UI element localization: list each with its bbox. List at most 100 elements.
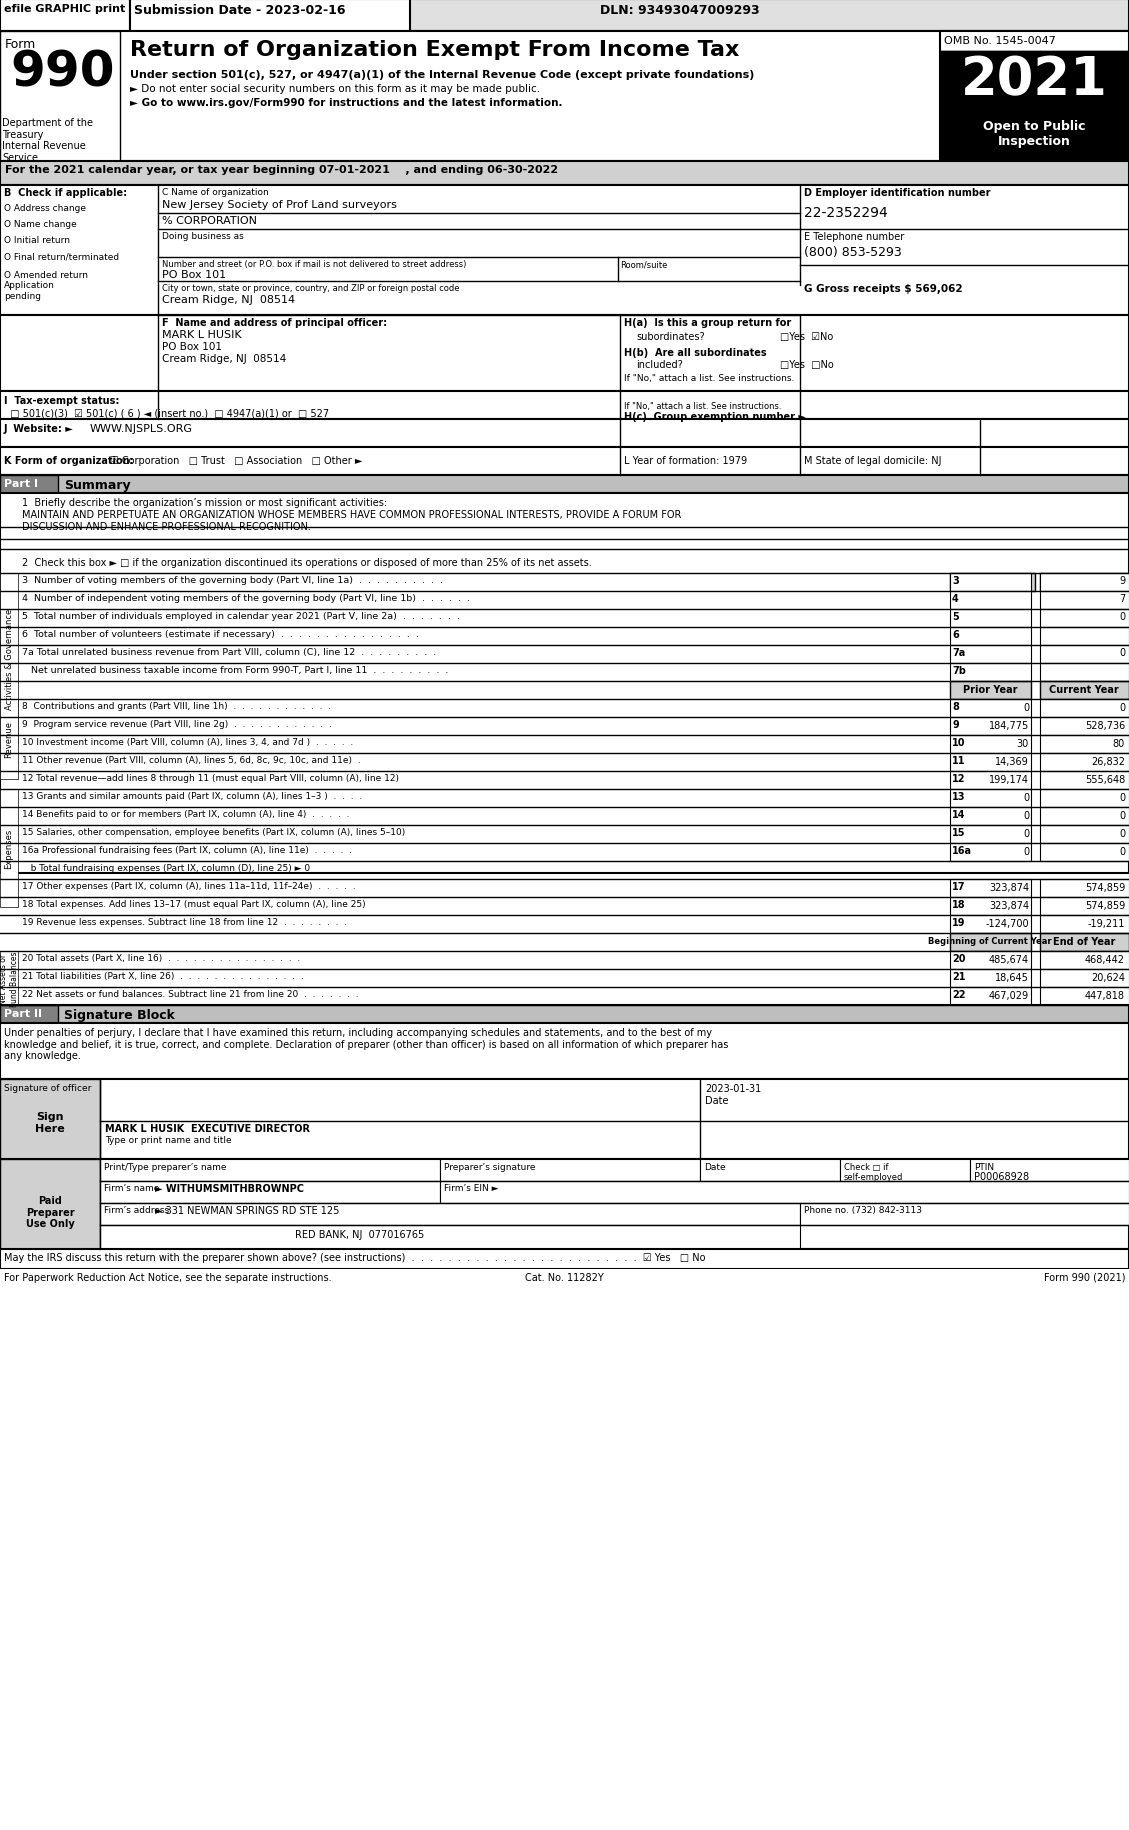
Bar [970,1160,1129,1182]
Text: Department of the
Treasury
Internal Revenue
Service: Department of the Treasury Internal Reve… [2,117,93,163]
Bar [1040,880,1129,897]
Bar [0,1080,1129,1160]
Text: included?: included? [636,361,683,370]
Text: 9  Program service revenue (Part VIII, line 2g)  .  .  .  .  .  .  .  .  .  .  .: 9 Program service revenue (Part VIII, li… [21,719,332,728]
Text: 0: 0 [1023,703,1029,712]
Text: P00068928: P00068928 [974,1171,1030,1182]
Text: □Yes  □No: □Yes □No [780,361,833,370]
Text: □ 501(c)(3)  ☑ 501(c) ( 6 ) ◄ (insert no.)  □ 4947(a)(1) or  □ 527: □ 501(c)(3) ☑ 501(c) ( 6 ) ◄ (insert no.… [5,408,330,417]
Bar [1040,736,1129,754]
Bar [0,1080,100,1160]
Text: 22: 22 [952,990,965,999]
Text: 20 Total assets (Part X, line 16)  .  .  .  .  .  .  .  .  .  .  .  .  .  .  .  : 20 Total assets (Part X, line 16) . . . … [21,953,300,963]
Text: For Paperwork Reduction Act Notice, see the separate instructions.: For Paperwork Reduction Act Notice, see … [5,1272,332,1283]
Text: O Final return/terminated: O Final return/terminated [5,253,120,262]
Text: Type or print name and title: Type or print name and title [105,1135,231,1144]
Text: Number and street (or P.O. box if mail is not delivered to street address): Number and street (or P.O. box if mail i… [161,260,466,269]
Text: PO Box 101: PO Box 101 [161,342,222,351]
Text: 14 Benefits paid to or for members (Part IX, column (A), line 4)  .  .  .  .  .: 14 Benefits paid to or for members (Part… [21,809,350,818]
Text: 12 Total revenue—add lines 8 through 11 (must equal Part VIII, column (A), line : 12 Total revenue—add lines 8 through 11 … [21,774,399,783]
Text: 0: 0 [1119,811,1124,820]
Text: 3: 3 [952,576,959,586]
Text: -124,700: -124,700 [986,919,1029,928]
Bar [0,1270,1129,1290]
Text: Paid
Preparer
Use Only: Paid Preparer Use Only [26,1195,75,1228]
Bar [1040,825,1129,844]
Text: 8  Contributions and grants (Part VIII, line 1h)  .  .  .  .  .  .  .  .  .  .  : 8 Contributions and grants (Part VIII, l… [21,701,331,710]
Text: 7b: 7b [952,666,966,675]
Text: 9: 9 [952,719,959,730]
Text: 3  Number of voting members of the governing body (Part VI, line 1a)  .  .  .  .: 3 Number of voting members of the govern… [21,576,443,584]
Text: ► Do not enter social security numbers on this form as it may be made public.: ► Do not enter social security numbers o… [130,84,540,93]
Text: 14: 14 [952,809,965,820]
Bar [0,699,18,780]
Text: 6: 6 [952,630,959,640]
Bar [1040,988,1129,1005]
Text: 1  Briefly describe the organization’s mission or most significant activities:: 1 Briefly describe the organization’s mi… [21,498,387,507]
Bar [0,476,58,494]
Bar [1040,915,1129,933]
Text: 323,874: 323,874 [989,882,1029,893]
Text: 80: 80 [1113,739,1124,748]
Text: 990: 990 [10,48,114,95]
Bar [949,591,1031,609]
Bar [440,1182,1129,1204]
Bar [1040,970,1129,988]
Bar [1040,807,1129,825]
Text: Form: Form [5,38,36,51]
Bar [0,419,1129,448]
Text: 22 Net assets or fund balances. Subtract line 21 from line 20  .  .  .  .  .  . : 22 Net assets or fund balances. Subtract… [21,990,359,999]
Text: 10 Investment income (Part VIII, column (A), lines 3, 4, and 7d )  .  .  .  .  .: 10 Investment income (Part VIII, column … [21,737,353,747]
Text: b Total fundraising expenses (Part IX, column (D), line 25) ► 0: b Total fundraising expenses (Part IX, c… [21,864,310,873]
Text: PO Box 101: PO Box 101 [161,269,226,280]
Bar [949,807,1031,825]
Bar [949,754,1031,772]
Bar [940,31,1129,161]
Text: City or town, state or province, country, and ZIP or foreign postal code: City or town, state or province, country… [161,284,460,293]
Bar [949,736,1031,754]
Text: ► WITHUMSMITHBROWNPC: ► WITHUMSMITHBROWNPC [155,1184,304,1193]
Text: Activities & Governance: Activities & Governance [5,608,14,710]
Text: Form 990 (2021): Form 990 (2021) [1043,1272,1124,1283]
Text: 0: 0 [1119,792,1124,803]
Text: 2021: 2021 [961,53,1108,106]
Text: 468,442: 468,442 [1085,955,1124,964]
Bar [949,646,1031,664]
Text: K Form of organization:: K Form of organization: [5,456,133,467]
Text: O Address change: O Address change [5,203,86,212]
Text: DLN: 93493047009293: DLN: 93493047009293 [599,4,760,16]
Text: 10: 10 [952,737,965,748]
Bar [1040,933,1129,952]
Bar [949,844,1031,862]
Text: Beginning of Current Year: Beginning of Current Year [928,937,1052,946]
Text: 199,174: 199,174 [989,774,1029,785]
Text: Firm’s name: Firm’s name [104,1184,159,1193]
Bar [840,1160,970,1182]
Bar [949,915,1031,933]
Text: Room/suite: Room/suite [620,260,667,269]
Bar [1040,573,1129,591]
Text: MARK L HUSIK: MARK L HUSIK [161,329,242,340]
Bar [0,317,1129,392]
Text: (800) 853-5293: (800) 853-5293 [804,245,902,258]
Bar [0,1005,1129,1023]
Text: 19: 19 [952,917,965,928]
Bar [0,494,1129,873]
Bar [1040,789,1129,807]
Bar [1040,952,1129,970]
Text: H(c)  Group exemption number ►: H(c) Group exemption number ► [624,412,806,421]
Bar [949,825,1031,844]
Text: 574,859: 574,859 [1085,900,1124,911]
Text: Print/Type preparer’s name: Print/Type preparer’s name [104,1162,227,1171]
Text: 2  Check this box ► □ if the organization discontinued its operations or dispose: 2 Check this box ► □ if the organization… [21,558,592,567]
Bar [1040,681,1129,699]
Bar [0,448,1129,476]
Text: 7: 7 [1119,593,1124,604]
Text: Open to Public
Inspection: Open to Public Inspection [982,121,1085,148]
Text: Under penalties of perjury, I declare that I have examined this return, includin: Under penalties of perjury, I declare th… [5,1027,728,1061]
Text: Check □ if
self-employed: Check □ if self-employed [844,1162,903,1182]
Text: WWW.NJSPLS.ORG: WWW.NJSPLS.ORG [90,425,193,434]
Text: MARK L HUSIK  EXECUTIVE DIRECTOR: MARK L HUSIK EXECUTIVE DIRECTOR [105,1124,310,1133]
Text: Net Assets or
Fund Balances: Net Assets or Fund Balances [0,952,19,1007]
Text: 528,736: 528,736 [1085,721,1124,730]
